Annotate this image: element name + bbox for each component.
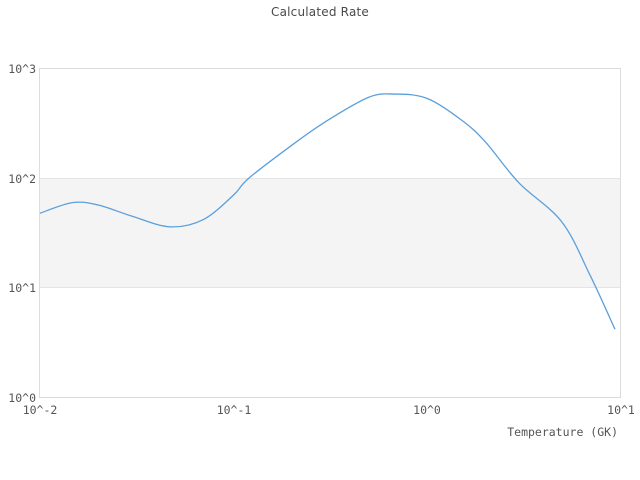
- x-axis-tick-label: 10^-1: [216, 403, 252, 417]
- x-axis-tick-label: 10^0: [413, 403, 441, 417]
- y-axis-tick-label: 10^2: [8, 172, 36, 186]
- x-axis-tick-label: 10^-2: [22, 403, 58, 417]
- rate-curve-path: [40, 93, 616, 330]
- y-axis-tick-label: 10^3: [8, 62, 36, 76]
- x-axis-title: Temperature (GK): [507, 425, 618, 439]
- x-axis-tick-label: 10^1: [607, 403, 635, 417]
- plot-area: [39, 68, 621, 398]
- chart-title: Calculated Rate: [271, 5, 369, 19]
- y-axis-tick-label: 10^1: [8, 281, 36, 295]
- rate-curve: [40, 93, 616, 330]
- highlight-band: [40, 178, 620, 288]
- y-axis-tick-label: 10^0: [8, 391, 36, 405]
